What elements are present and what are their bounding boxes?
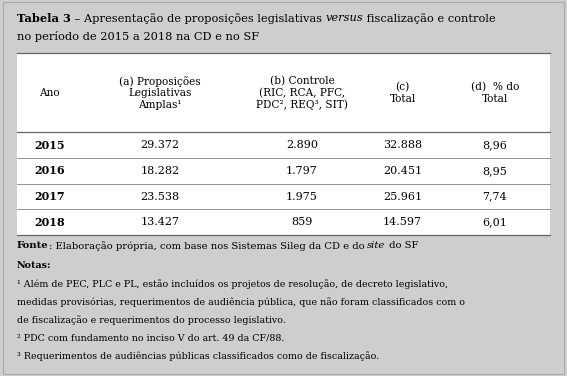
Text: (a) Proposições
Legislativas
Amplas¹: (a) Proposições Legislativas Amplas¹ [120, 76, 201, 110]
Text: 2016: 2016 [34, 165, 65, 176]
Text: ¹ Além de PEC, PLC e PL, estão incluídos os projetos de resolução, de decreto le: ¹ Além de PEC, PLC e PL, estão incluídos… [17, 279, 448, 289]
Text: 859: 859 [291, 217, 312, 227]
Text: 2.890: 2.890 [286, 140, 318, 150]
Text: – Apresentação de proposições legislativas: – Apresentação de proposições legislativ… [71, 13, 325, 24]
Text: de fiscalização e requerimentos do processo legislativo.: de fiscalização e requerimentos do proce… [17, 315, 286, 325]
Text: Notas:: Notas: [17, 261, 52, 270]
Text: 2018: 2018 [34, 217, 65, 228]
Text: (b) Controle
(RIC, RCA, PFC,
PDC², REQ³, SIT): (b) Controle (RIC, RCA, PFC, PDC², REQ³,… [256, 76, 348, 110]
Text: 2017: 2017 [34, 191, 65, 202]
Text: Tabela 3: Tabela 3 [17, 13, 71, 24]
Text: (c)
Total: (c) Total [390, 82, 416, 104]
Text: 25.961: 25.961 [383, 191, 422, 202]
Text: do SF: do SF [386, 241, 418, 250]
Text: 1.975: 1.975 [286, 191, 318, 202]
Text: 18.282: 18.282 [141, 166, 180, 176]
Text: site: site [367, 241, 386, 250]
Text: (d)  % do
Total: (d) % do Total [471, 82, 519, 104]
Text: 8,96: 8,96 [483, 140, 507, 150]
Text: Fonte: Fonte [17, 241, 49, 250]
Text: 1.797: 1.797 [286, 166, 318, 176]
Text: : Elaboração própria, com base nos Sistemas Sileg da CD e do: : Elaboração própria, com base nos Siste… [49, 241, 367, 251]
Text: 13.427: 13.427 [141, 217, 180, 227]
Text: fiscalização e controle: fiscalização e controle [363, 13, 496, 24]
Text: 8,95: 8,95 [483, 166, 507, 176]
Text: 6,01: 6,01 [483, 217, 507, 227]
Text: Ano: Ano [39, 88, 60, 98]
Text: 20.451: 20.451 [383, 166, 422, 176]
Text: 29.372: 29.372 [141, 140, 180, 150]
Text: no período de 2015 a 2018 na CD e no SF: no período de 2015 a 2018 na CD e no SF [17, 31, 259, 42]
Text: 7,74: 7,74 [483, 191, 507, 202]
Text: 2015: 2015 [34, 139, 65, 151]
Text: ² PDC com fundamento no inciso V do art. 49 da CF/88.: ² PDC com fundamento no inciso V do art.… [17, 334, 285, 343]
Text: versus: versus [325, 13, 363, 23]
Bar [17, 53, 550, 235]
Text: ³ Requerimentos de audiências públicas classificados como de fiscalização.: ³ Requerimentos de audiências públicas c… [17, 352, 379, 361]
Text: 32.888: 32.888 [383, 140, 422, 150]
Text: medidas provisórias, requerimentos de audiência pública, que não foram classific: medidas provisórias, requerimentos de au… [17, 297, 465, 307]
Text: 14.597: 14.597 [383, 217, 422, 227]
Text: 23.538: 23.538 [141, 191, 180, 202]
